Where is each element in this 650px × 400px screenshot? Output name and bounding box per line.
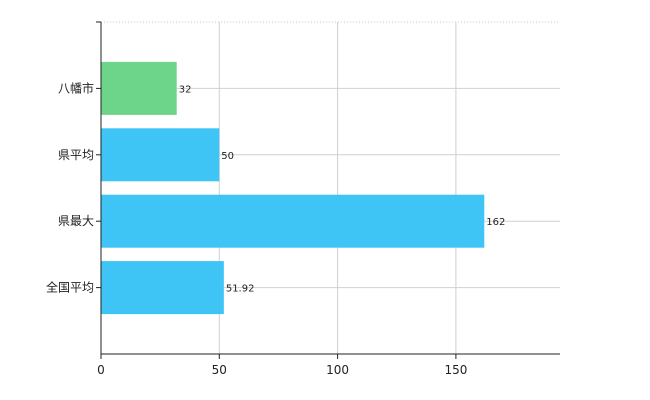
x-tick-label: 0 xyxy=(97,363,105,377)
x-tick-label: 50 xyxy=(212,363,227,377)
labels: 32 八幡市 50 県平均 162 県最大 51.92 全国平均 0 50 100 150 xyxy=(46,80,505,377)
data-label: 51.92 xyxy=(226,284,255,295)
data-label: 32 xyxy=(179,84,192,95)
y-tick-label: 県最大 xyxy=(58,214,94,228)
x-tick-label: 100 xyxy=(326,363,349,377)
y-tick-label: 県平均 xyxy=(58,148,94,162)
bars xyxy=(101,61,485,315)
x-tick-label: 150 xyxy=(444,363,467,377)
y-tick-label: 八幡市 xyxy=(58,80,94,95)
data-label: 162 xyxy=(486,217,505,228)
bar xyxy=(101,128,220,182)
axes xyxy=(96,21,560,359)
bar xyxy=(101,194,485,248)
bar xyxy=(101,261,224,315)
data-label: 50 xyxy=(221,151,234,162)
y-tick-label: 全国平均 xyxy=(46,280,94,295)
bar xyxy=(101,61,177,115)
